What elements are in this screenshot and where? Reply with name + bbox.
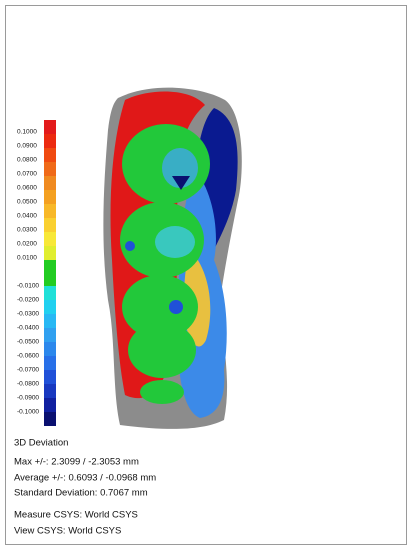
- legend-swatch: [44, 356, 56, 370]
- legend-swatch: [44, 190, 56, 204]
- legend-label: 0.0900: [17, 143, 37, 150]
- legend-label: 0.0600: [17, 185, 37, 192]
- tooth-spot: [169, 300, 183, 314]
- legend-swatch: [44, 232, 56, 246]
- legend-label: -0.1000: [17, 409, 39, 416]
- legend-swatch: [44, 314, 56, 328]
- legend-label: 0.1000: [17, 129, 37, 136]
- info-line: Average +/-: 0.6093 / -0.0968 mm: [14, 473, 156, 484]
- legend-swatch: [44, 300, 56, 314]
- tooth-spot: [155, 226, 195, 258]
- tooth-spot: [172, 176, 190, 190]
- info-line: Standard Deviation: 0.7067 mm: [14, 488, 148, 499]
- legend-swatch: [44, 176, 56, 190]
- legend-swatch: [44, 162, 56, 176]
- legend-label: 0.0400: [17, 213, 37, 220]
- tooth-3: [122, 275, 198, 339]
- legend-label: -0.0600: [17, 353, 39, 360]
- legend-swatch: [44, 328, 56, 342]
- legend-label: 0.0200: [17, 241, 37, 248]
- legend-label: -0.0300: [17, 311, 39, 318]
- legend-swatch: [44, 218, 56, 232]
- legend-label: 0.0500: [17, 199, 37, 206]
- info-title: 3D Deviation: [14, 438, 68, 449]
- legend-label: -0.0800: [17, 381, 39, 388]
- tooth-spot: [125, 241, 135, 251]
- legend-swatch: [44, 370, 56, 384]
- info-line: Max +/-: 2.3099 / -2.3053 mm: [14, 457, 139, 468]
- legend-swatch: [44, 148, 56, 162]
- legend-label: -0.0100: [17, 283, 39, 290]
- info-line: View CSYS: World CSYS: [14, 526, 121, 537]
- legend-label: -0.0700: [17, 367, 39, 374]
- tooth-spot: [162, 148, 198, 188]
- color-legend: 0.1000 0.0900 0.0800 0.0700 0.0600 0.0500 0.04…: [17, 120, 56, 426]
- legend-label: 0.0800: [17, 157, 37, 164]
- tooth-4: [128, 322, 196, 378]
- legend-swatch: [44, 260, 56, 286]
- legend-swatch: [44, 342, 56, 356]
- legend-swatch: [44, 384, 56, 398]
- legend-swatch: [44, 134, 56, 148]
- legend-label: 0.0700: [17, 171, 37, 178]
- legend-swatch: [44, 398, 56, 412]
- legend-swatch: [44, 120, 56, 134]
- legend-label: -0.0500: [17, 339, 39, 346]
- legend-swatch: [44, 204, 56, 218]
- tooth-5: [140, 380, 184, 404]
- legend-label: 0.0100: [17, 255, 37, 262]
- legend-label: -0.0200: [17, 297, 39, 304]
- info-line: Measure CSYS: World CSYS: [14, 510, 138, 521]
- legend-swatch: [44, 286, 56, 300]
- scan-model: [103, 87, 242, 429]
- legend-label: 0.0300: [17, 227, 37, 234]
- legend-swatch: [44, 412, 56, 426]
- legend-swatch: [44, 246, 56, 260]
- legend-label: -0.0900: [17, 395, 39, 402]
- legend-label: -0.0400: [17, 325, 39, 332]
